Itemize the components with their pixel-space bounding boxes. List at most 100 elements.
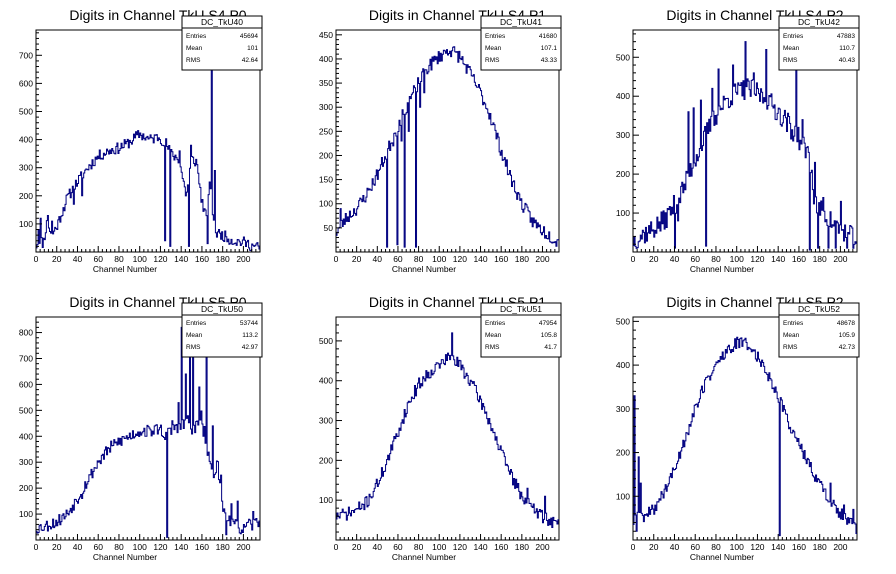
- x-tick-label: 100: [133, 542, 147, 552]
- stats-box: DC_TkU42 Entries 47883 Mean 110.7 RMS 40.43: [778, 15, 860, 71]
- y-tick-label: 400: [319, 54, 333, 64]
- x-tick-label: 0: [34, 542, 39, 552]
- x-tick-label: 80: [711, 542, 721, 552]
- x-tick-label: 140: [771, 542, 785, 552]
- stats-label: Mean: [783, 332, 800, 339]
- stats-label: Entries: [783, 320, 804, 327]
- x-tick-label: 180: [216, 254, 230, 264]
- y-tick-label: 300: [319, 416, 333, 426]
- x-tick-label: 20: [352, 254, 362, 264]
- stats-box: DC_TkU41 Entries 41680 Mean 107.1 RMS 43.33: [480, 15, 562, 71]
- histogram-series: [336, 46, 559, 248]
- y-tick-label: 100: [19, 219, 33, 229]
- stats-value: 110.7: [839, 45, 855, 52]
- x-tick-label: 140: [174, 542, 188, 552]
- y-tick-label: 300: [616, 130, 630, 140]
- x-axis-label: Channel Number: [690, 552, 754, 562]
- stats-label: Mean: [485, 45, 502, 52]
- x-tick-label: 180: [813, 542, 827, 552]
- x-axis-label: Channel Number: [392, 264, 456, 274]
- stats-name: DC_TkU40: [201, 17, 243, 27]
- y-tick-label: 200: [616, 448, 630, 458]
- x-tick-label: 100: [432, 542, 446, 552]
- x-tick-label: 100: [730, 542, 744, 552]
- y-tick-label: 250: [319, 126, 333, 136]
- x-tick-label: 180: [515, 542, 529, 552]
- x-tick-label: 140: [473, 254, 487, 264]
- stats-box-frame: [480, 302, 562, 358]
- x-tick-label: 40: [670, 254, 680, 264]
- stats-value: 41680: [539, 33, 557, 40]
- y-tick-label: 500: [616, 52, 630, 62]
- stats-label: RMS: [783, 57, 798, 64]
- y-tick-label: 300: [19, 163, 33, 173]
- stats-value: 42.73: [839, 344, 856, 351]
- x-tick-label: 60: [393, 254, 403, 264]
- histogram-panel-5: Digits in Channel TkU S5 P10 20 40 60 80 100 1…: [319, 294, 562, 562]
- x-axis: 0 20 40 60 80 100 120 140 160 180 200 Channel Numbe…: [631, 246, 858, 274]
- x-tick-label: 20: [52, 542, 62, 552]
- x-tick-label: 80: [114, 254, 124, 264]
- y-axis: 100 200 300 400 500: [319, 316, 342, 541]
- stats-label: RMS: [485, 57, 500, 64]
- y-axis: 100 200 300 400 500: [616, 33, 639, 253]
- y-tick-label: 200: [19, 483, 33, 493]
- stats-value: 107.1: [541, 45, 558, 52]
- x-tick-label: 60: [93, 254, 103, 264]
- histogram-panel-6: Digits in Channel TkU S5 P20 20 40 60 80 100 1…: [616, 294, 860, 562]
- x-tick-label: 120: [453, 542, 467, 552]
- stats-label: RMS: [186, 344, 201, 351]
- x-tick-label: 20: [352, 542, 362, 552]
- y-tick-label: 500: [319, 336, 333, 346]
- histogram-panel-4: Digits in Channel TkU S5 P00 20 40 60 80 100 1…: [19, 294, 263, 562]
- x-tick-label: 20: [52, 254, 62, 264]
- stats-value: 113.2: [242, 332, 258, 339]
- stats-value: 101: [247, 45, 258, 52]
- stats-value: 47954: [539, 320, 557, 327]
- stats-label: Mean: [783, 45, 800, 52]
- y-tick-label: 100: [616, 491, 630, 501]
- x-tick-label: 60: [393, 542, 403, 552]
- x-tick-label: 100: [730, 254, 744, 264]
- x-tick-label: 40: [373, 254, 383, 264]
- stats-value: 105.8: [541, 332, 558, 339]
- y-tick-label: 500: [616, 316, 630, 326]
- x-tick-label: 200: [833, 254, 847, 264]
- x-axis-label: Channel Number: [392, 552, 456, 562]
- stats-box: DC_TkU52 Entries 48678 Mean 105.9 RMS 42.73: [778, 302, 860, 358]
- stats-box: DC_TkU51 Entries 47954 Mean 105.8 RMS 41.7: [480, 302, 562, 358]
- stats-value: 48678: [837, 320, 855, 327]
- x-tick-label: 180: [216, 542, 230, 552]
- y-tick-label: 350: [319, 78, 333, 88]
- histogram-series: [633, 336, 857, 537]
- stats-value: 40.43: [839, 57, 856, 64]
- x-tick-label: 60: [690, 254, 700, 264]
- stats-label: Entries: [783, 33, 804, 40]
- y-tick-label: 200: [319, 455, 333, 465]
- x-tick-label: 160: [195, 254, 209, 264]
- histogram-series: [336, 332, 559, 528]
- y-tick-label: 400: [616, 91, 630, 101]
- x-axis: 0 20 40 60 80 100 120 140 160 180 200 Channel Numbe…: [334, 534, 560, 562]
- x-tick-label: 140: [771, 254, 785, 264]
- x-tick-label: 80: [711, 254, 721, 264]
- x-tick-label: 200: [535, 542, 549, 552]
- stats-box-frame: [181, 15, 263, 71]
- x-tick-label: 40: [373, 542, 383, 552]
- histogram-panel-1: Digits in Channel TkU S4 P00 20 40 60 80 100 1…: [19, 7, 263, 274]
- x-tick-label: 160: [195, 542, 209, 552]
- x-tick-label: 200: [236, 542, 250, 552]
- y-tick-label: 300: [319, 102, 333, 112]
- stats-value: 42.64: [242, 57, 259, 64]
- stats-box-frame: [778, 15, 860, 71]
- x-tick-label: 160: [792, 254, 806, 264]
- stats-name: DC_TkU41: [500, 17, 542, 27]
- stats-label: Mean: [485, 332, 502, 339]
- y-axis: 50 100 150 200 250 300 350 400 450: [319, 29, 342, 253]
- x-tick-label: 0: [34, 254, 39, 264]
- x-tick-label: 140: [473, 542, 487, 552]
- x-tick-label: 120: [453, 254, 467, 264]
- y-tick-label: 100: [616, 208, 630, 218]
- stats-label: Mean: [186, 332, 203, 339]
- stats-box-frame: [778, 302, 860, 358]
